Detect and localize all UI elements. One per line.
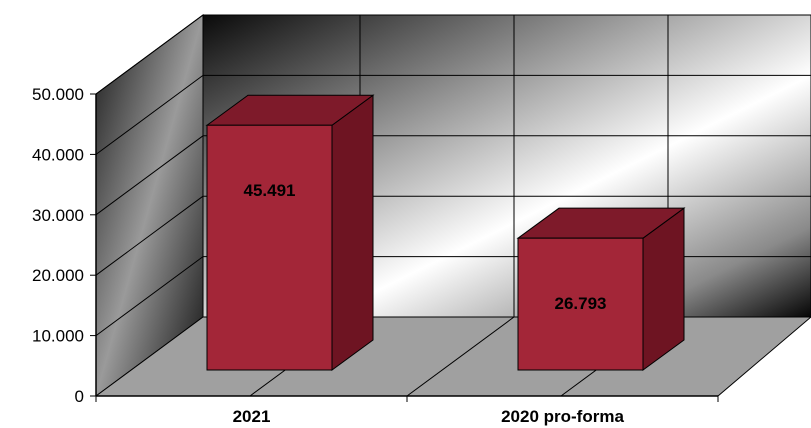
y-tick-label-4: 40.000 [32,145,84,164]
floor-divider-1 [406,316,515,397]
bars: 45.491 26.793 [205,94,686,371]
data-label-0: 45.491 [244,181,296,200]
bar-front-0 [206,124,333,371]
y-tick-label-1: 10.000 [32,327,84,346]
x-category-label-0: 2021 [233,407,271,426]
y-tick-label-0: 0 [75,387,84,406]
gridline-side-1 [95,256,204,337]
gridline-side-4 [95,74,204,155]
floor [94,316,811,397]
bar-1: 26.793 [516,207,686,371]
x-category-label-1: 2020 pro-forma [501,407,624,426]
x-axis-labels: 2021 2020 pro-forma [233,407,625,426]
gridline-side-3 [95,135,204,216]
y-tick-label-2: 20.000 [32,266,84,285]
y-tick-label-5: 50.000 [32,85,84,104]
gridline-side-2 [95,195,204,276]
bar-side-0 [331,94,374,371]
bar-front-1 [517,237,644,371]
bar-0: 45.491 [205,94,375,371]
y-axis-ticks: 0 10.000 20.000 30.000 40.000 50.000 [32,85,719,406]
y-tick-label-3: 30.000 [32,206,84,225]
gridline-side-5 [95,14,204,95]
data-label-1: 26.793 [555,294,607,313]
